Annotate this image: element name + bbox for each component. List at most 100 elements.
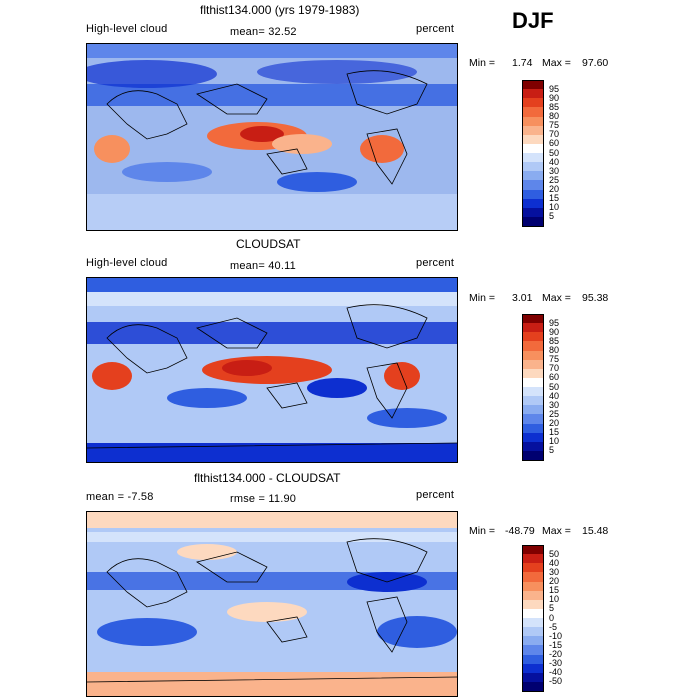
colorbar-swatch: [522, 180, 544, 190]
colorbar-tick-label: 90: [549, 92, 560, 103]
colorbar-tick-label: 20: [549, 184, 560, 194]
panel-2-min-label: Min =: [469, 292, 495, 304]
panel-2-map: [86, 277, 458, 463]
colorbar-swatch: [522, 432, 544, 443]
colorbar-tick-label: 75: [549, 120, 560, 131]
panel-1-mean-label: mean= 32.52: [230, 26, 297, 38]
colorbar-swatch: [522, 107, 544, 117]
panel-1-max-label: Max =: [542, 57, 571, 69]
panel-3-max-value: 15.48: [582, 525, 609, 537]
colorbar-tick-label: 50: [549, 147, 560, 158]
colorbar-tick-label: 40: [549, 390, 560, 401]
colorbar-tick-label: 75: [549, 354, 560, 365]
colorbar-swatch: [522, 162, 544, 172]
panel-2-mean-label: mean= 40.11: [230, 260, 296, 272]
panel-2-map-field: [87, 278, 457, 462]
panel-1-map: [86, 43, 458, 231]
colorbar-tick-label: 70: [549, 129, 560, 140]
colorbar-swatch: [522, 563, 544, 573]
colorbar-swatch: [522, 599, 544, 610]
panel-3-max-label: Max =: [542, 525, 571, 537]
panel-2-min-value: 3.01: [512, 292, 533, 304]
colorbar-tick-label: 30: [549, 566, 560, 577]
panel-2-colorbar: 95 90 85 80 75 70 60 50 40 30 25 20 15 10 5: [522, 314, 582, 461]
colorbar-swatch: [522, 636, 544, 646]
colorbar-swatch: [522, 654, 544, 665]
season-label: DJF: [512, 8, 554, 33]
colorbar-tick-label: 10: [549, 202, 560, 213]
colorbar-swatch: [522, 216, 544, 227]
colorbar-swatch: [522, 323, 544, 333]
panel-2-title: CLOUDSAT: [236, 237, 301, 251]
colorbar-swatch: [522, 377, 544, 388]
colorbar-swatch: [522, 359, 544, 370]
panel-3-rmse-label: rmse = 11.90: [230, 493, 297, 505]
colorbar-swatch: [522, 681, 544, 692]
panel-1-min-value: 1.74: [512, 57, 533, 69]
colorbar-tick-label: -10: [549, 630, 563, 641]
colorbar-tick-label: 5: [549, 211, 555, 222]
colorbar-swatch: [522, 350, 544, 361]
panel-3-min-value: -48.79: [505, 525, 535, 537]
colorbar-swatch: [522, 618, 544, 628]
colorbar-swatch: [522, 572, 544, 582]
colorbar-tick-label: 20: [549, 576, 560, 586]
colorbar-tick-label: 60: [549, 372, 560, 383]
colorbar-tick-label: 10: [549, 594, 560, 605]
colorbar-swatch: [522, 554, 544, 564]
panel-1-max-value: 97.60: [582, 57, 609, 69]
colorbar-tick-label: 15: [549, 193, 560, 204]
colorbar-swatch: [522, 545, 544, 555]
colorbar-tick-label: 5: [549, 603, 555, 614]
panel-3-colorbar: 50 40 30 20 15 10 5 0 -5 -10 -15 -20 -30 -40 -50: [522, 545, 582, 692]
panel-1-colorbar: 95 90 85 80 75 70 60 50 40 30 25 20 15 10 5: [522, 80, 582, 227]
panel-3-mean-label: mean = -7.58: [86, 491, 154, 503]
panel-1-variable-label: High-level cloud: [86, 23, 168, 35]
panel-3-min-label: Min =: [469, 525, 495, 537]
colorbar-swatch: [522, 423, 544, 434]
colorbar-tick-label: 10: [549, 436, 560, 447]
colorbar-swatch: [522, 663, 544, 674]
colorbar-tick-label: 5: [549, 445, 555, 456]
colorbar-tick-label: 50: [549, 548, 560, 559]
panel-3-map-field: [87, 512, 457, 696]
colorbar-swatch: [522, 153, 544, 163]
colorbar-swatch: [522, 125, 544, 136]
colorbar-tick-label: -5: [549, 621, 558, 632]
panel-1-min-label: Min =: [469, 57, 495, 69]
colorbar-tick-label: -50: [549, 676, 563, 687]
colorbar-swatch: [522, 143, 544, 154]
colorbar-tick-label: 90: [549, 326, 560, 337]
panel-2-max-label: Max =: [542, 292, 571, 304]
colorbar-tick-label: 15: [549, 427, 560, 438]
colorbar-swatch: [522, 441, 544, 452]
colorbar-tick-label: 80: [549, 111, 560, 121]
colorbar-swatch: [522, 645, 544, 655]
colorbar-swatch: [522, 368, 544, 379]
colorbar-swatch: [522, 396, 544, 406]
colorbar-swatch: [522, 189, 544, 200]
colorbar-swatch: [522, 450, 544, 461]
colorbar-tick-label: 85: [549, 101, 560, 112]
colorbar-tick-label: 50: [549, 381, 560, 392]
colorbar-swatch: [522, 98, 544, 108]
colorbar-tick-label: 95: [549, 83, 560, 94]
panel-2-max-value: 95.38: [582, 292, 609, 304]
colorbar-tick-label: 70: [549, 363, 560, 374]
colorbar-tick-label: -15: [549, 639, 563, 650]
colorbar-tick-label: 60: [549, 138, 560, 149]
panel-2-variable-label: High-level cloud: [86, 257, 168, 269]
panel-2-units-label: percent: [416, 257, 455, 269]
panel-1-map-field: [87, 44, 457, 230]
colorbar-swatch: [522, 314, 544, 324]
colorbar-tick-label: -30: [549, 658, 563, 669]
colorbar-swatch: [522, 341, 544, 351]
colorbar-swatch: [522, 387, 544, 397]
colorbar-swatch: [522, 672, 544, 683]
panel-3-title: flthist134.000 - CLOUDSAT: [194, 471, 341, 485]
colorbar-swatch: [522, 405, 544, 415]
colorbar-swatch: [522, 207, 544, 218]
colorbar-swatch: [522, 171, 544, 181]
colorbar-tick-label: -40: [549, 667, 563, 678]
colorbar-swatch: [522, 627, 544, 637]
